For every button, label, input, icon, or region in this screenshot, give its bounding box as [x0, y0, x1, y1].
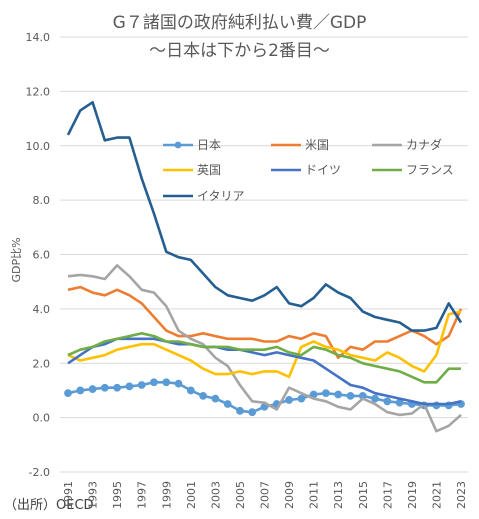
series-marker	[223, 400, 232, 408]
x-tick-label: 2017	[381, 481, 394, 509]
x-tick-label: 2015	[357, 481, 370, 509]
series-marker	[236, 406, 244, 415]
x-tick-label: 2003	[209, 481, 222, 509]
series-marker	[137, 381, 146, 389]
x-tick-label: 2005	[234, 481, 247, 509]
series-marker	[162, 378, 171, 387]
series-marker	[186, 386, 195, 395]
y-tick-label: 2.0	[33, 357, 51, 370]
y-tick-label: 12.0	[26, 85, 51, 98]
series-marker	[88, 385, 97, 393]
series-marker	[113, 383, 122, 392]
x-tick-label: 2021	[430, 481, 443, 509]
x-tick-label: 2009	[283, 481, 296, 509]
legend-label: ドイツ	[305, 163, 341, 177]
series-marker	[174, 379, 183, 388]
series-marker	[199, 391, 207, 400]
legend-label: カナダ	[406, 137, 442, 152]
series-marker	[371, 394, 379, 403]
series-marker	[297, 394, 306, 403]
legend-marker	[174, 141, 182, 149]
source-note: （出所）OECD	[4, 498, 94, 513]
legend-label: 英国	[197, 163, 221, 177]
y-tick-label: -2.0	[29, 466, 50, 479]
y-tick-label: 8.0	[33, 194, 51, 207]
series-marker	[211, 394, 220, 403]
x-tick-label: 2011	[308, 481, 321, 509]
series-line	[67, 264, 462, 433]
y-tick-label: 6.0	[33, 249, 51, 262]
y-tick-label: 0.0	[33, 412, 51, 425]
x-tick-label: 1993	[87, 481, 100, 509]
chart-title: G７諸国の政府純利払い費／GDP	[112, 13, 367, 33]
legend-label: フランス	[406, 163, 454, 177]
x-tick-label: 1999	[160, 481, 173, 509]
legend-label: 日本	[197, 138, 221, 152]
series-line	[66, 101, 463, 332]
x-tick-label: 2019	[406, 481, 419, 509]
series-line	[67, 331, 461, 384]
series-marker	[125, 382, 134, 391]
series-marker	[346, 391, 355, 400]
x-tick-label: 2007	[259, 481, 272, 509]
y-tick-label: 4.0	[33, 303, 51, 316]
x-tick-label: 1997	[136, 481, 149, 509]
legend-label: 米国	[305, 138, 329, 152]
series-line	[67, 310, 462, 379]
chart-subtitle: ～日本は下から2番目～	[149, 41, 330, 61]
series-marker	[100, 383, 109, 392]
legend-label: イタリア	[197, 189, 245, 203]
series-marker	[383, 397, 392, 406]
series-marker	[248, 408, 257, 417]
x-tick-label: 2013	[332, 481, 345, 509]
series-marker	[76, 386, 85, 395]
series-marker	[285, 396, 293, 404]
series-marker	[322, 389, 330, 398]
series-marker	[334, 390, 343, 399]
series-marker	[64, 389, 72, 398]
x-tick-label: 2001	[185, 481, 198, 509]
y-tick-label: 10.0	[26, 140, 51, 153]
x-tick-label: 1991	[62, 481, 75, 509]
series-line	[67, 337, 462, 406]
x-tick-label: 2023	[455, 481, 468, 509]
series-marker	[150, 378, 158, 387]
y-tick-label: 14.0	[26, 31, 51, 44]
x-tick-label: 1995	[111, 481, 124, 509]
series-line	[67, 285, 463, 360]
